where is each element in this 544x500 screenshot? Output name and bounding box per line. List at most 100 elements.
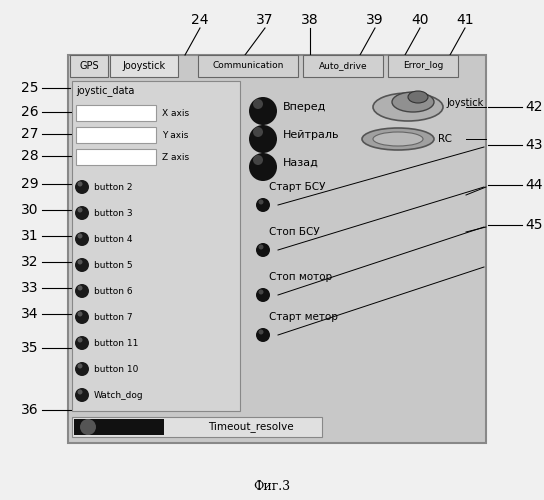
Bar <box>72 81 240 411</box>
Text: 31: 31 <box>21 229 39 243</box>
Circle shape <box>77 364 83 368</box>
Bar <box>76 149 156 165</box>
Text: 39: 39 <box>366 13 384 27</box>
Text: button 6: button 6 <box>94 286 133 296</box>
Circle shape <box>77 312 83 316</box>
Circle shape <box>249 97 277 125</box>
Text: 32: 32 <box>21 255 39 269</box>
Text: 26: 26 <box>21 105 39 119</box>
Text: Joystick: Joystick <box>446 98 483 108</box>
Text: 24: 24 <box>191 13 209 27</box>
Circle shape <box>75 388 89 402</box>
Circle shape <box>75 362 89 376</box>
Text: 35: 35 <box>21 341 39 355</box>
Text: button 4: button 4 <box>94 234 133 244</box>
Circle shape <box>75 206 89 220</box>
Text: 42: 42 <box>526 100 543 114</box>
Circle shape <box>256 288 270 302</box>
Text: Вперед: Вперед <box>283 102 326 112</box>
Text: 34: 34 <box>21 307 39 321</box>
Circle shape <box>253 127 263 137</box>
Text: 40: 40 <box>411 13 429 27</box>
Text: Старт БСУ: Старт БСУ <box>269 182 325 192</box>
Circle shape <box>77 390 83 394</box>
Text: Communication: Communication <box>212 62 283 70</box>
Text: 37: 37 <box>256 13 274 27</box>
Text: Стоп мотор: Стоп мотор <box>269 272 332 282</box>
Bar <box>76 127 156 143</box>
Circle shape <box>258 200 263 204</box>
Circle shape <box>256 198 270 212</box>
Circle shape <box>253 99 263 109</box>
Circle shape <box>249 125 277 153</box>
Circle shape <box>75 310 89 324</box>
Bar <box>110 55 178 77</box>
Text: Auto_drive: Auto_drive <box>319 62 367 70</box>
Circle shape <box>256 243 270 257</box>
Text: 30: 30 <box>21 203 39 217</box>
Ellipse shape <box>392 92 434 112</box>
Bar <box>72 417 322 437</box>
Text: X axis: X axis <box>162 108 189 118</box>
Circle shape <box>75 180 89 194</box>
Text: 38: 38 <box>301 13 319 27</box>
Circle shape <box>258 330 263 334</box>
Circle shape <box>75 258 89 272</box>
Text: button 10: button 10 <box>94 364 138 374</box>
Text: Timeout_resolve: Timeout_resolve <box>208 422 294 432</box>
Text: joystic_data: joystic_data <box>76 86 134 96</box>
Bar <box>303 55 383 77</box>
Text: Z axis: Z axis <box>162 152 189 162</box>
Text: 0: 0 <box>80 108 86 118</box>
Text: Старт метор: Старт метор <box>269 312 338 322</box>
Ellipse shape <box>362 128 434 150</box>
Text: Нейтраль: Нейтраль <box>283 130 339 140</box>
Text: 36: 36 <box>21 403 39 417</box>
Circle shape <box>77 286 83 290</box>
Circle shape <box>75 284 89 298</box>
Bar <box>74 419 164 435</box>
Text: button 2: button 2 <box>94 182 133 192</box>
Bar <box>76 105 156 121</box>
Circle shape <box>75 336 89 350</box>
Bar <box>388 55 458 77</box>
Circle shape <box>77 234 83 238</box>
Text: 45: 45 <box>526 218 543 232</box>
Text: 43: 43 <box>526 138 543 152</box>
Text: GPS: GPS <box>79 61 99 71</box>
Circle shape <box>77 182 83 186</box>
Ellipse shape <box>373 93 443 121</box>
Text: button 11: button 11 <box>94 338 138 347</box>
Text: Стоп БСУ: Стоп БСУ <box>269 227 320 237</box>
Circle shape <box>75 232 89 246</box>
Text: 44: 44 <box>526 178 543 192</box>
Ellipse shape <box>373 132 423 146</box>
Text: 50: 50 <box>80 152 91 162</box>
Circle shape <box>258 244 263 250</box>
Text: 28: 28 <box>21 149 39 163</box>
Text: button 7: button 7 <box>94 312 133 322</box>
Circle shape <box>258 290 263 294</box>
Text: RC: RC <box>438 134 452 144</box>
Text: Watch_dog: Watch_dog <box>94 390 144 400</box>
Circle shape <box>77 208 83 212</box>
Ellipse shape <box>408 91 428 103</box>
Bar <box>198 55 298 77</box>
Circle shape <box>253 155 263 165</box>
Text: button 5: button 5 <box>94 260 133 270</box>
Circle shape <box>77 338 83 342</box>
Circle shape <box>256 328 270 342</box>
Bar <box>68 55 486 443</box>
Text: 0: 0 <box>80 130 86 140</box>
Circle shape <box>249 153 277 181</box>
Text: Jooystick: Jooystick <box>122 61 165 71</box>
Text: Назад: Назад <box>283 158 319 168</box>
Text: Y axis: Y axis <box>162 130 188 140</box>
Text: button 3: button 3 <box>94 208 133 218</box>
Text: 27: 27 <box>21 127 39 141</box>
Circle shape <box>80 419 96 435</box>
Text: 25: 25 <box>21 81 39 95</box>
Text: 29: 29 <box>21 177 39 191</box>
Text: Фиг.3: Фиг.3 <box>254 480 290 492</box>
Circle shape <box>77 260 83 264</box>
